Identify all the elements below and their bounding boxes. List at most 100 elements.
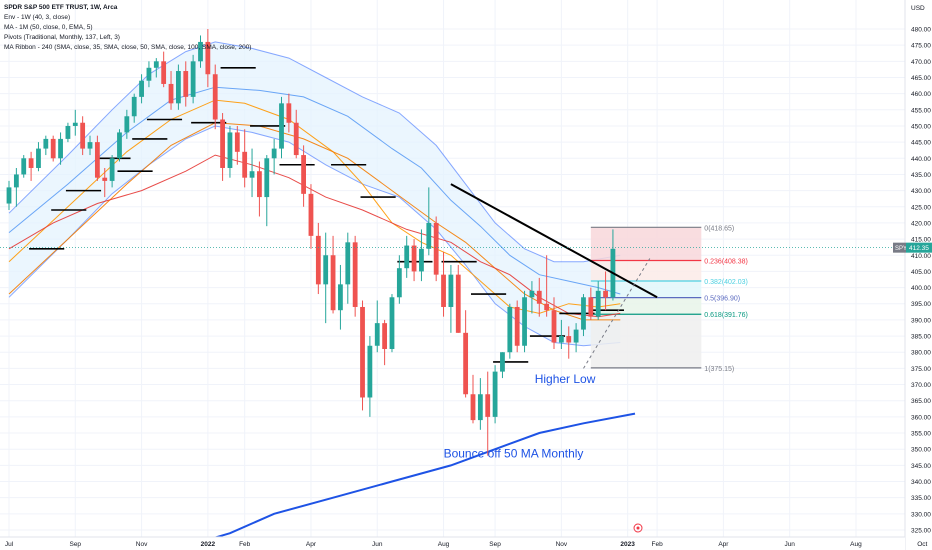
candle <box>286 93 292 133</box>
candle-body <box>374 323 380 346</box>
price-tick-label: 385.00 <box>911 334 931 341</box>
indicator-ma-monthly[interactable]: MA - 1M (50, close, 0, EMA, 5) <box>4 24 93 31</box>
symbol-title: SPDR S&P 500 ETF TRUST, 1W, Arca <box>4 4 118 11</box>
candle <box>367 336 373 417</box>
event-icon-dot <box>636 526 640 530</box>
candle-body <box>566 336 572 343</box>
candle <box>161 51 167 88</box>
time-axis-bg <box>0 537 905 550</box>
time-tick-label: Jul <box>5 541 14 548</box>
candle <box>330 235 336 314</box>
candle-body <box>301 155 306 194</box>
price-tick-label: 460.00 <box>911 91 931 98</box>
candle <box>352 235 358 317</box>
candle <box>43 135 49 156</box>
indicator-envelope[interactable]: Env - 1W (40, 3, close) <box>4 14 71 21</box>
price-tag-bg <box>906 242 932 253</box>
candle <box>242 129 248 188</box>
price-tag-text: 412.35 <box>909 245 929 252</box>
candle <box>382 319 388 366</box>
resistance-trendline <box>450 183 658 299</box>
candle <box>595 281 601 320</box>
candle <box>566 326 572 359</box>
candle <box>183 61 189 107</box>
candle <box>168 71 174 110</box>
candle <box>102 167 108 198</box>
price-tick-label: 430.00 <box>911 188 931 195</box>
candle-body <box>507 306 513 353</box>
earnings-event-icon[interactable] <box>633 523 643 533</box>
candle-body <box>360 306 365 398</box>
candle-body <box>205 41 211 75</box>
time-axis: Jul Sep Nov 2022 Feb Apr Jun Aug Sep Nov 2023 Feb Ap… <box>0 536 928 550</box>
candle-body <box>36 148 41 168</box>
candle <box>212 64 218 130</box>
price-tick-label: 440.00 <box>911 156 931 163</box>
fib-level-label: 0(418.65) <box>704 225 734 232</box>
candle-body <box>175 71 181 104</box>
fib-level-label: 0.382(402.03) <box>704 279 748 286</box>
time-tick-label: 2023 <box>620 541 635 548</box>
price-tick-label: 390.00 <box>911 317 931 324</box>
price-tick-label: 395.00 <box>911 301 931 308</box>
ma-50-monthly-line <box>207 412 636 541</box>
candle <box>94 135 100 181</box>
candle-body <box>477 394 483 421</box>
candle-body <box>419 248 424 272</box>
candle <box>124 109 130 139</box>
candle <box>419 229 424 282</box>
candle-body <box>264 158 270 198</box>
candle-body <box>595 290 601 317</box>
candle-body <box>315 235 321 285</box>
price-tick-label: 365.00 <box>911 398 931 405</box>
candle <box>87 135 93 156</box>
candle-body <box>433 222 439 275</box>
candle-body <box>308 193 314 236</box>
candle-body <box>190 61 196 97</box>
price-tick-label: 330.00 <box>911 511 931 518</box>
price-tick-label: 360.00 <box>911 414 931 421</box>
last-price-tag: SPY 412.35 <box>893 242 932 253</box>
candle-body <box>522 297 527 346</box>
candle-body <box>500 352 505 372</box>
candle <box>109 155 115 188</box>
candle <box>50 135 56 162</box>
candle-body <box>13 174 19 188</box>
time-tick-label: Feb <box>239 541 251 548</box>
annotation-text: Higher Low <box>535 372 596 386</box>
price-tick-label: 410.00 <box>911 253 931 260</box>
time-tick-label: Jun <box>784 541 795 548</box>
price-tick-label: 450.00 <box>911 123 931 130</box>
candle <box>36 142 41 172</box>
indicator-pivots[interactable]: Pivots (Traditional, Monthly, 137, Left,… <box>4 34 120 41</box>
candle-body <box>161 61 167 84</box>
price-tick-label: 375.00 <box>911 366 931 373</box>
candle <box>433 216 439 282</box>
candle-body <box>323 255 329 285</box>
candle <box>470 374 476 424</box>
candle <box>514 300 520 353</box>
candle <box>227 125 233 178</box>
candle-body <box>293 122 299 156</box>
candle-body <box>455 274 461 333</box>
time-tick-label: Sep <box>489 541 501 548</box>
price-tick-label: 340.00 <box>911 479 931 486</box>
candle-body <box>581 297 586 330</box>
candle <box>455 264 461 333</box>
candle-body <box>492 371 498 417</box>
price-tick-label: 370.00 <box>911 382 931 389</box>
candle <box>477 378 483 430</box>
candle-body <box>514 306 520 346</box>
candle-body <box>367 345 373 398</box>
candle <box>6 180 12 211</box>
time-tick-label: Nov <box>136 541 148 548</box>
candle <box>293 109 299 159</box>
candle <box>463 310 469 398</box>
candles <box>6 29 616 456</box>
candle-body <box>389 297 395 349</box>
indicator-ma-ribbon[interactable]: MA Ribbon - 240 (SMA, close, 35, SMA, cl… <box>4 44 252 51</box>
time-tick-label: Apr <box>718 541 729 548</box>
candle <box>249 148 255 198</box>
price-tick-label: 405.00 <box>911 269 931 276</box>
